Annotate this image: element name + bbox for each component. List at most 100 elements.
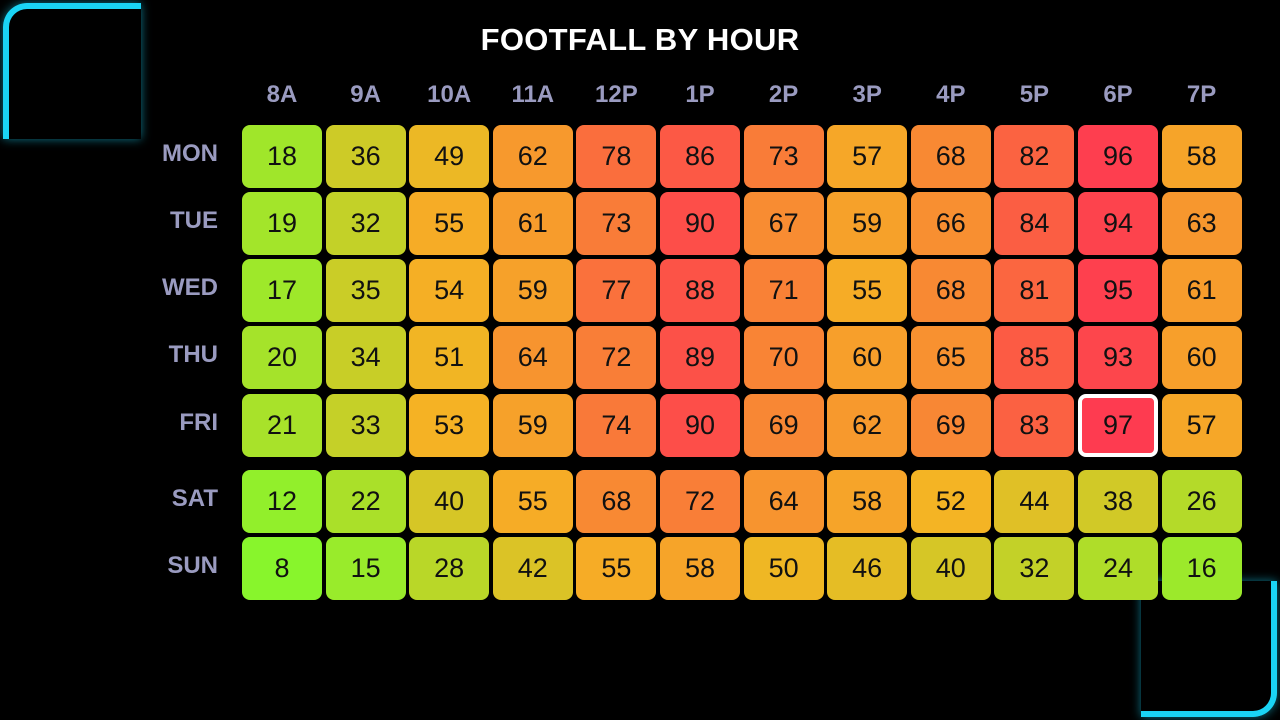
heatmap-cell-sat-1p: 72 <box>660 470 740 533</box>
heatmap-cell-sun-9a: 15 <box>325 537 406 600</box>
heatmap-cell-mon-3p: 57 <box>827 125 908 188</box>
heatmap-cell-mon-2p: 73 <box>743 125 824 188</box>
heatmap-cell-mon-5p: 82 <box>994 125 1075 188</box>
heatmap-cell-tue-3p: 59 <box>827 192 908 255</box>
heatmap-cell-tue-1p: 90 <box>660 192 740 255</box>
heatmap-cell-tue-2p: 67 <box>743 192 824 255</box>
heatmap-cell-sun-1p: 58 <box>660 537 740 600</box>
heatmap-cell-wed-4p: 68 <box>910 259 991 322</box>
heatmap-cell-wed-7p: 61 <box>1161 259 1242 322</box>
heatmap-cell-sat-12p: 68 <box>576 470 657 533</box>
column-label-2p: 2P <box>768 81 799 108</box>
column-label-11a: 11A <box>511 81 555 108</box>
heatmap-cell-thu-12p: 72 <box>576 326 657 389</box>
row-label-mon: MON <box>162 140 218 167</box>
heatmap-cell-sun-12p: 55 <box>576 537 657 600</box>
heatmap-cell-thu-6p: 93 <box>1078 326 1158 389</box>
heatmap-cell-sat-2p: 64 <box>743 470 824 533</box>
row-label-fri: FRI <box>179 409 218 436</box>
column-label-3p: 3P <box>852 81 882 108</box>
heatmap-cell-wed-6p: 95 <box>1078 259 1158 322</box>
heatmap-cell-wed-10a: 54 <box>409 259 490 322</box>
chart-title: FOOTFALL BY HOUR <box>480 22 800 57</box>
heatmap-cell-sun-4p: 40 <box>910 537 991 600</box>
heatmap-cell-sat-11a: 55 <box>492 470 573 533</box>
heatmap-cell-thu-8a: 20 <box>242 326 322 389</box>
heatmap-cell-mon-7p: 58 <box>1161 125 1242 188</box>
heatmap-cell-sun-11a: 42 <box>492 537 573 600</box>
heatmap-cell-mon-11a: 62 <box>492 125 573 188</box>
heatmap-cell-mon-8a: 18 <box>242 125 322 188</box>
row-label-tue: TUE <box>170 207 218 234</box>
heatmap-cell-fri-5p: 83 <box>994 394 1075 457</box>
heatmap-cell-mon-9a: 36 <box>325 125 406 188</box>
heatmap-cell-tue-10a: 55 <box>409 192 490 255</box>
heatmap-cell-sat-4p: 52 <box>910 470 991 533</box>
heatmap-cell-wed-8a: 17 <box>242 259 322 322</box>
heatmap-cell-fri-9a: 33 <box>325 394 406 457</box>
heatmap-cell-sun-3p: 46 <box>827 537 908 600</box>
heatmap-cell-wed-11a: 59 <box>492 259 573 322</box>
heatmap-cell-fri-3p: 62 <box>827 394 908 457</box>
heatmap-cell-tue-6p: 94 <box>1078 192 1158 255</box>
heatmap-cell-sun-7p: 16 <box>1161 537 1242 600</box>
heatmap-cell-sat-9a: 22 <box>325 470 406 533</box>
heatmap-cell-thu-5p: 85 <box>994 326 1075 389</box>
heatmap-cell-tue-11a: 61 <box>492 192 573 255</box>
row-label-wed: WED <box>162 274 218 301</box>
column-label-8a: 8A <box>266 81 298 108</box>
heatmap-cell-sun-2p: 50 <box>743 537 824 600</box>
heatmap-cell-wed-9a: 35 <box>325 259 406 322</box>
heatmap-cell-tue-4p: 66 <box>910 192 991 255</box>
heatmap-cell-fri-2p: 69 <box>743 394 824 457</box>
heatmap-cell-sun-5p: 32 <box>994 537 1075 600</box>
heatmap-cell-mon-10a: 49 <box>409 125 490 188</box>
heatmap-cell-fri-8a: 21 <box>242 394 322 457</box>
heatmap-cell-sat-6p: 38 <box>1078 470 1158 533</box>
heatmap-cell-tue-7p: 63 <box>1161 192 1242 255</box>
heatmap-cell-thu-7p: 60 <box>1161 326 1242 389</box>
corner-bracket-top-left <box>3 3 141 139</box>
heatmap-cell-sun-6p: 24 <box>1078 537 1158 600</box>
column-label-4p: 4P <box>936 81 966 108</box>
heatmap-cell-tue-8a: 19 <box>242 192 322 255</box>
heatmap-cell-mon-1p: 86 <box>660 125 740 188</box>
heatmap-cell-mon-4p: 68 <box>910 125 991 188</box>
column-label-1p: 1P <box>685 81 715 108</box>
column-label-12p: 12P <box>595 81 638 108</box>
row-label-thu: THU <box>168 341 218 368</box>
column-label-7p: 7P <box>1186 81 1217 108</box>
heatmap-cell-tue-12p: 73 <box>576 192 657 255</box>
column-label-6p: 6P <box>1103 81 1133 108</box>
heatmap-cell-fri-1p: 90 <box>660 394 740 457</box>
heatmap-cell-thu-10a: 51 <box>409 326 490 389</box>
row-label-sun: SUN <box>167 552 218 579</box>
heatmap-cell-sat-7p: 26 <box>1161 470 1242 533</box>
heatmap-cell-tue-5p: 84 <box>994 192 1075 255</box>
column-label-10a: 10A <box>427 81 472 108</box>
heatmap-cell-thu-11a: 64 <box>492 326 573 389</box>
heatmap-cell-fri-6p: 97 <box>1078 394 1158 457</box>
heatmap-cell-fri-11a: 59 <box>492 394 573 457</box>
heatmap-cell-thu-3p: 60 <box>827 326 908 389</box>
heatmap-cell-fri-4p: 69 <box>910 394 991 457</box>
heatmap-cell-thu-2p: 70 <box>743 326 824 389</box>
heatmap-cell-wed-1p: 88 <box>660 259 740 322</box>
heatmap-cell-thu-9a: 34 <box>325 326 406 389</box>
heatmap-cell-sat-3p: 58 <box>827 470 908 533</box>
heatmap-cell-thu-4p: 65 <box>910 326 991 389</box>
heatmap-cell-sun-8a: 8 <box>242 537 322 600</box>
column-label-5p: 5P <box>1019 81 1050 108</box>
heatmap-cell-wed-5p: 81 <box>994 259 1075 322</box>
heatmap-cell-sat-10a: 40 <box>409 470 490 533</box>
heatmap-cell-mon-12p: 78 <box>576 125 657 188</box>
column-label-9a: 9A <box>350 81 381 108</box>
heatmap-cell-tue-9a: 32 <box>325 192 406 255</box>
heatmap-cell-fri-12p: 74 <box>576 394 657 457</box>
heatmap-cell-thu-1p: 89 <box>660 326 740 389</box>
row-label-sat: SAT <box>171 485 218 512</box>
heatmap-cell-wed-12p: 77 <box>576 259 657 322</box>
corner-bracket-bottom-right <box>1141 581 1277 717</box>
heatmap-cell-sat-8a: 12 <box>242 470 322 533</box>
